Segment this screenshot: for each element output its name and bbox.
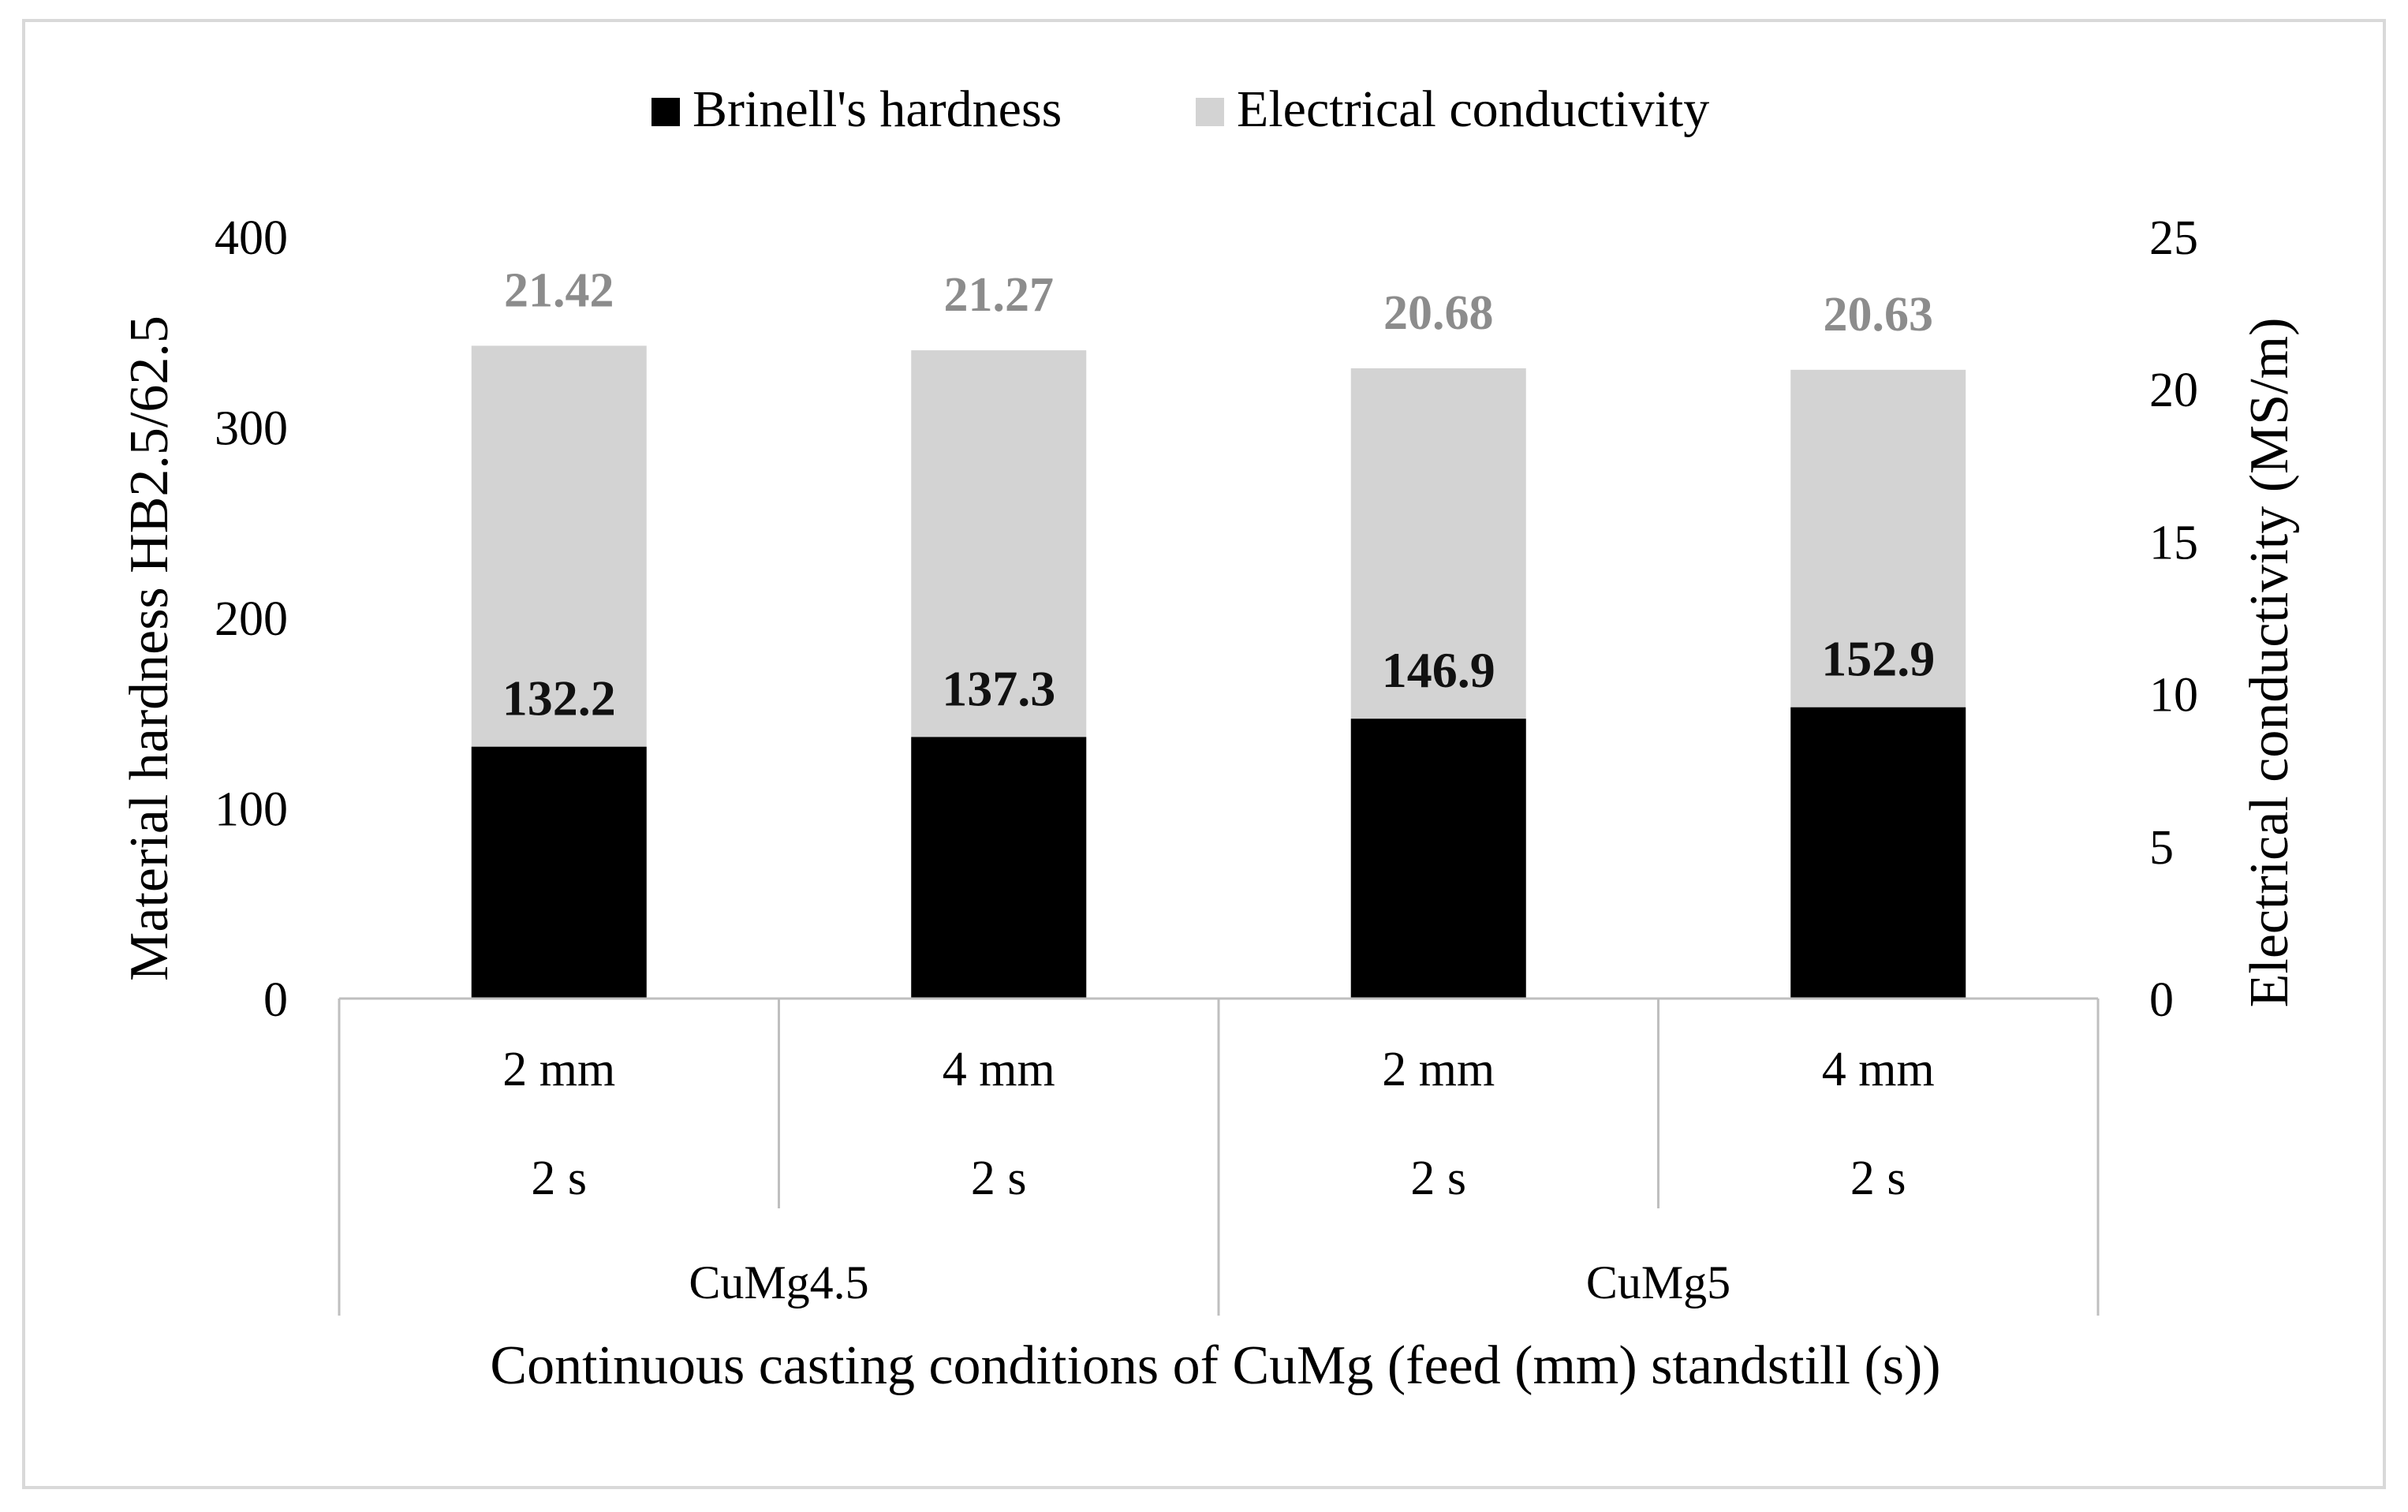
y-left-tick-label: 100 (215, 783, 288, 837)
bars-layer (471, 345, 1966, 999)
y-axis-left-label: Material hardness HB2.5/62.5 (119, 315, 180, 981)
legend-swatch (651, 98, 680, 126)
x-tick-label-feed: 4 mm (943, 1043, 1055, 1096)
data-labels-layer: 132.2 21.42 137.3 21.27 146.9 20.68 152.9 20.63 (502, 263, 1936, 726)
y-right-tick-label: 20 (2149, 364, 2198, 417)
data-label-brinell-hardness: 132.2 (502, 670, 616, 726)
legend-label: Electrical conductivity (1237, 80, 1709, 138)
data-label-brinell-hardness: 137.3 (942, 660, 1055, 716)
legend-label: Brinell's hardness (693, 80, 1062, 138)
y-right-tick-label: 10 (2149, 669, 2198, 722)
data-label-electrical-conductivity: 20.63 (1824, 288, 1934, 342)
bar-brinell-hardness (1790, 707, 1966, 999)
x-tick-label-feed: 4 mm (1822, 1043, 1935, 1096)
x-tick-label-standstill: 2 s (531, 1152, 587, 1205)
x-group-label: CuMg5 (1586, 1256, 1730, 1309)
x-tick-label-feed: 2 mm (502, 1043, 615, 1096)
y-left-tick-label: 300 (215, 402, 288, 456)
x-tick-label-feed: 2 mm (1382, 1043, 1495, 1096)
y-right-tick-label: 25 (2149, 211, 2198, 265)
x-tick-label-standstill: 2 s (971, 1152, 1027, 1205)
x-tick-label-standstill: 2 s (1410, 1152, 1466, 1205)
data-label-brinell-hardness: 146.9 (1382, 642, 1495, 698)
y-right-tick-label: 0 (2149, 973, 2174, 1027)
data-label-electrical-conductivity: 21.42 (504, 263, 614, 317)
legend: Brinell's hardness Electrical conductivit… (651, 80, 1709, 138)
x-axis-title: Continuous casting conditions of CuMg (f… (490, 1335, 1940, 1396)
bar-brinell-hardness (471, 746, 647, 999)
x-tick-label-standstill: 2 s (1850, 1152, 1906, 1205)
chart-border (22, 19, 2386, 1489)
x-group-label: CuMg4.5 (689, 1256, 868, 1309)
bar-brinell-hardness (1350, 719, 1526, 999)
y-left-tick-label: 0 (263, 973, 288, 1027)
data-label-electrical-conductivity: 20.68 (1383, 286, 1494, 340)
y-right-tick-label: 5 (2149, 821, 2174, 875)
data-label-brinell-hardness: 152.9 (1821, 631, 1935, 687)
y-left-tick-label: 200 (215, 592, 288, 646)
axes-layer: 0 100 200 300 400 0 5 10 15 20 25 2 mm 2 s 4 mm 2 s 2 m… (215, 211, 2198, 1316)
y-left-tick-label: 400 (215, 211, 288, 265)
bar-brinell-hardness (911, 737, 1087, 999)
data-label-electrical-conductivity: 21.27 (944, 268, 1055, 322)
y-right-tick-label: 15 (2149, 516, 2198, 569)
legend-swatch (1196, 98, 1224, 126)
y-axis-right-label: Electrical conductivity (MS/m) (2239, 318, 2300, 1008)
